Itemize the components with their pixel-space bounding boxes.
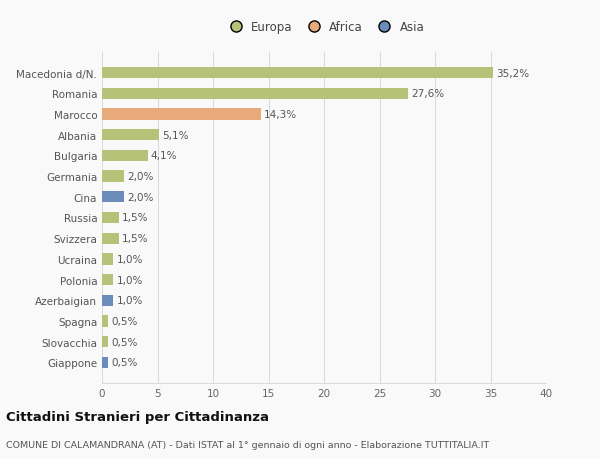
- Bar: [102, 192, 124, 203]
- Bar: [102, 233, 119, 244]
- Text: 0,5%: 0,5%: [111, 316, 137, 326]
- Bar: [102, 316, 107, 327]
- Legend: Europa, Africa, Asia: Europa, Africa, Asia: [221, 19, 427, 37]
- Bar: [102, 336, 107, 347]
- Text: 0,5%: 0,5%: [111, 358, 137, 368]
- Text: 35,2%: 35,2%: [496, 68, 529, 78]
- Bar: [102, 68, 493, 79]
- Text: 1,0%: 1,0%: [116, 296, 143, 306]
- Text: 1,5%: 1,5%: [122, 213, 148, 223]
- Bar: [102, 254, 113, 265]
- Bar: [102, 130, 158, 141]
- Text: 4,1%: 4,1%: [151, 151, 178, 161]
- Bar: [102, 171, 124, 182]
- Bar: [102, 151, 148, 162]
- Text: 2,0%: 2,0%: [128, 172, 154, 182]
- Text: 0,5%: 0,5%: [111, 337, 137, 347]
- Text: 5,1%: 5,1%: [162, 130, 188, 140]
- Text: COMUNE DI CALAMANDRANA (AT) - Dati ISTAT al 1° gennaio di ogni anno - Elaborazio: COMUNE DI CALAMANDRANA (AT) - Dati ISTAT…: [6, 441, 489, 449]
- Text: 2,0%: 2,0%: [128, 192, 154, 202]
- Text: 1,0%: 1,0%: [116, 254, 143, 264]
- Bar: [102, 274, 113, 285]
- Bar: [102, 89, 409, 100]
- Text: 1,0%: 1,0%: [116, 275, 143, 285]
- Text: 14,3%: 14,3%: [264, 110, 297, 120]
- Bar: [102, 213, 119, 224]
- Bar: [102, 295, 113, 306]
- Bar: [102, 357, 107, 368]
- Text: 1,5%: 1,5%: [122, 234, 148, 244]
- Bar: [102, 109, 261, 120]
- Text: Cittadini Stranieri per Cittadinanza: Cittadini Stranieri per Cittadinanza: [6, 410, 269, 423]
- Text: 27,6%: 27,6%: [412, 89, 445, 99]
